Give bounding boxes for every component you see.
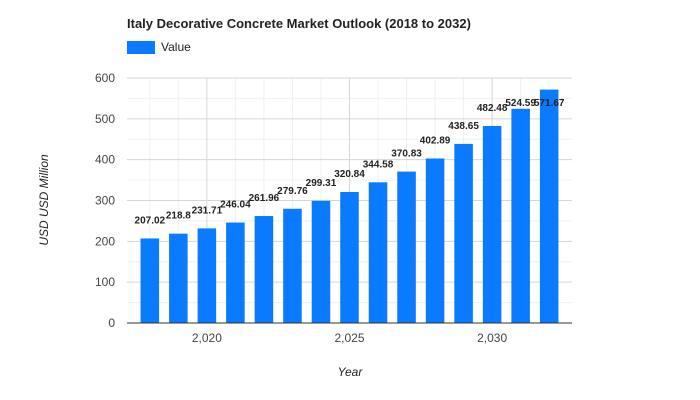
bar bbox=[482, 125, 502, 323]
bar bbox=[454, 143, 473, 323]
y-tick-label: 300 bbox=[95, 194, 115, 208]
bar bbox=[197, 228, 217, 323]
axes: 0 100 200 300 400 500 600 2,020 2,025 2,030 bbox=[95, 71, 572, 345]
y-tick-label: 0 bbox=[108, 316, 115, 330]
y-axis-label: USD USD Million bbox=[37, 154, 51, 246]
data-label: 231.71 bbox=[192, 205, 223, 216]
bar bbox=[368, 182, 388, 323]
data-label: 344.58 bbox=[363, 159, 394, 170]
data-label: 482.48 bbox=[477, 103, 508, 114]
data-labels: 207.02 218.8 231.71246.04261.96279.76299.3… bbox=[135, 98, 565, 226]
bar bbox=[340, 191, 359, 323]
x-axis-label: Year bbox=[338, 365, 364, 379]
data-label: 261.96 bbox=[249, 193, 280, 204]
data-label: 571.67 bbox=[534, 98, 565, 109]
bar bbox=[539, 89, 559, 323]
bar bbox=[283, 208, 302, 323]
legend: Value bbox=[127, 40, 191, 54]
y-tick-label: 200 bbox=[95, 234, 115, 248]
data-label: 402.89 bbox=[420, 135, 451, 146]
y-tick-label: 100 bbox=[95, 275, 115, 289]
data-label: 320.84 bbox=[334, 169, 365, 180]
bar bbox=[425, 158, 445, 323]
bar bbox=[226, 222, 245, 323]
x-tick-label: 2,020 bbox=[192, 331, 222, 345]
bar bbox=[140, 238, 160, 323]
data-label: 279.76 bbox=[277, 186, 308, 197]
data-label: 218.8 bbox=[166, 211, 191, 222]
data-label: 299.31 bbox=[306, 178, 337, 189]
y-tick-label: 600 bbox=[95, 71, 115, 85]
data-label: 370.83 bbox=[391, 149, 422, 160]
data-label: 524.59 bbox=[505, 98, 536, 109]
y-tick-label: 400 bbox=[95, 153, 115, 167]
y-tick-label: 500 bbox=[95, 112, 115, 126]
data-label: 246.04 bbox=[220, 200, 251, 211]
data-label: 207.02 bbox=[135, 215, 166, 226]
bar bbox=[311, 200, 331, 323]
x-tick-label: 2,030 bbox=[477, 331, 507, 345]
bars bbox=[140, 89, 559, 323]
x-tick-label: 2,025 bbox=[334, 331, 364, 345]
bar bbox=[511, 108, 530, 323]
chart-title: Italy Decorative Concrete Market Outlook… bbox=[127, 16, 471, 31]
bar bbox=[169, 233, 188, 323]
bar bbox=[254, 216, 274, 323]
legend-label: Value bbox=[161, 40, 191, 54]
bar bbox=[397, 171, 416, 323]
legend-swatch bbox=[127, 40, 155, 54]
data-label: 438.65 bbox=[448, 121, 479, 132]
